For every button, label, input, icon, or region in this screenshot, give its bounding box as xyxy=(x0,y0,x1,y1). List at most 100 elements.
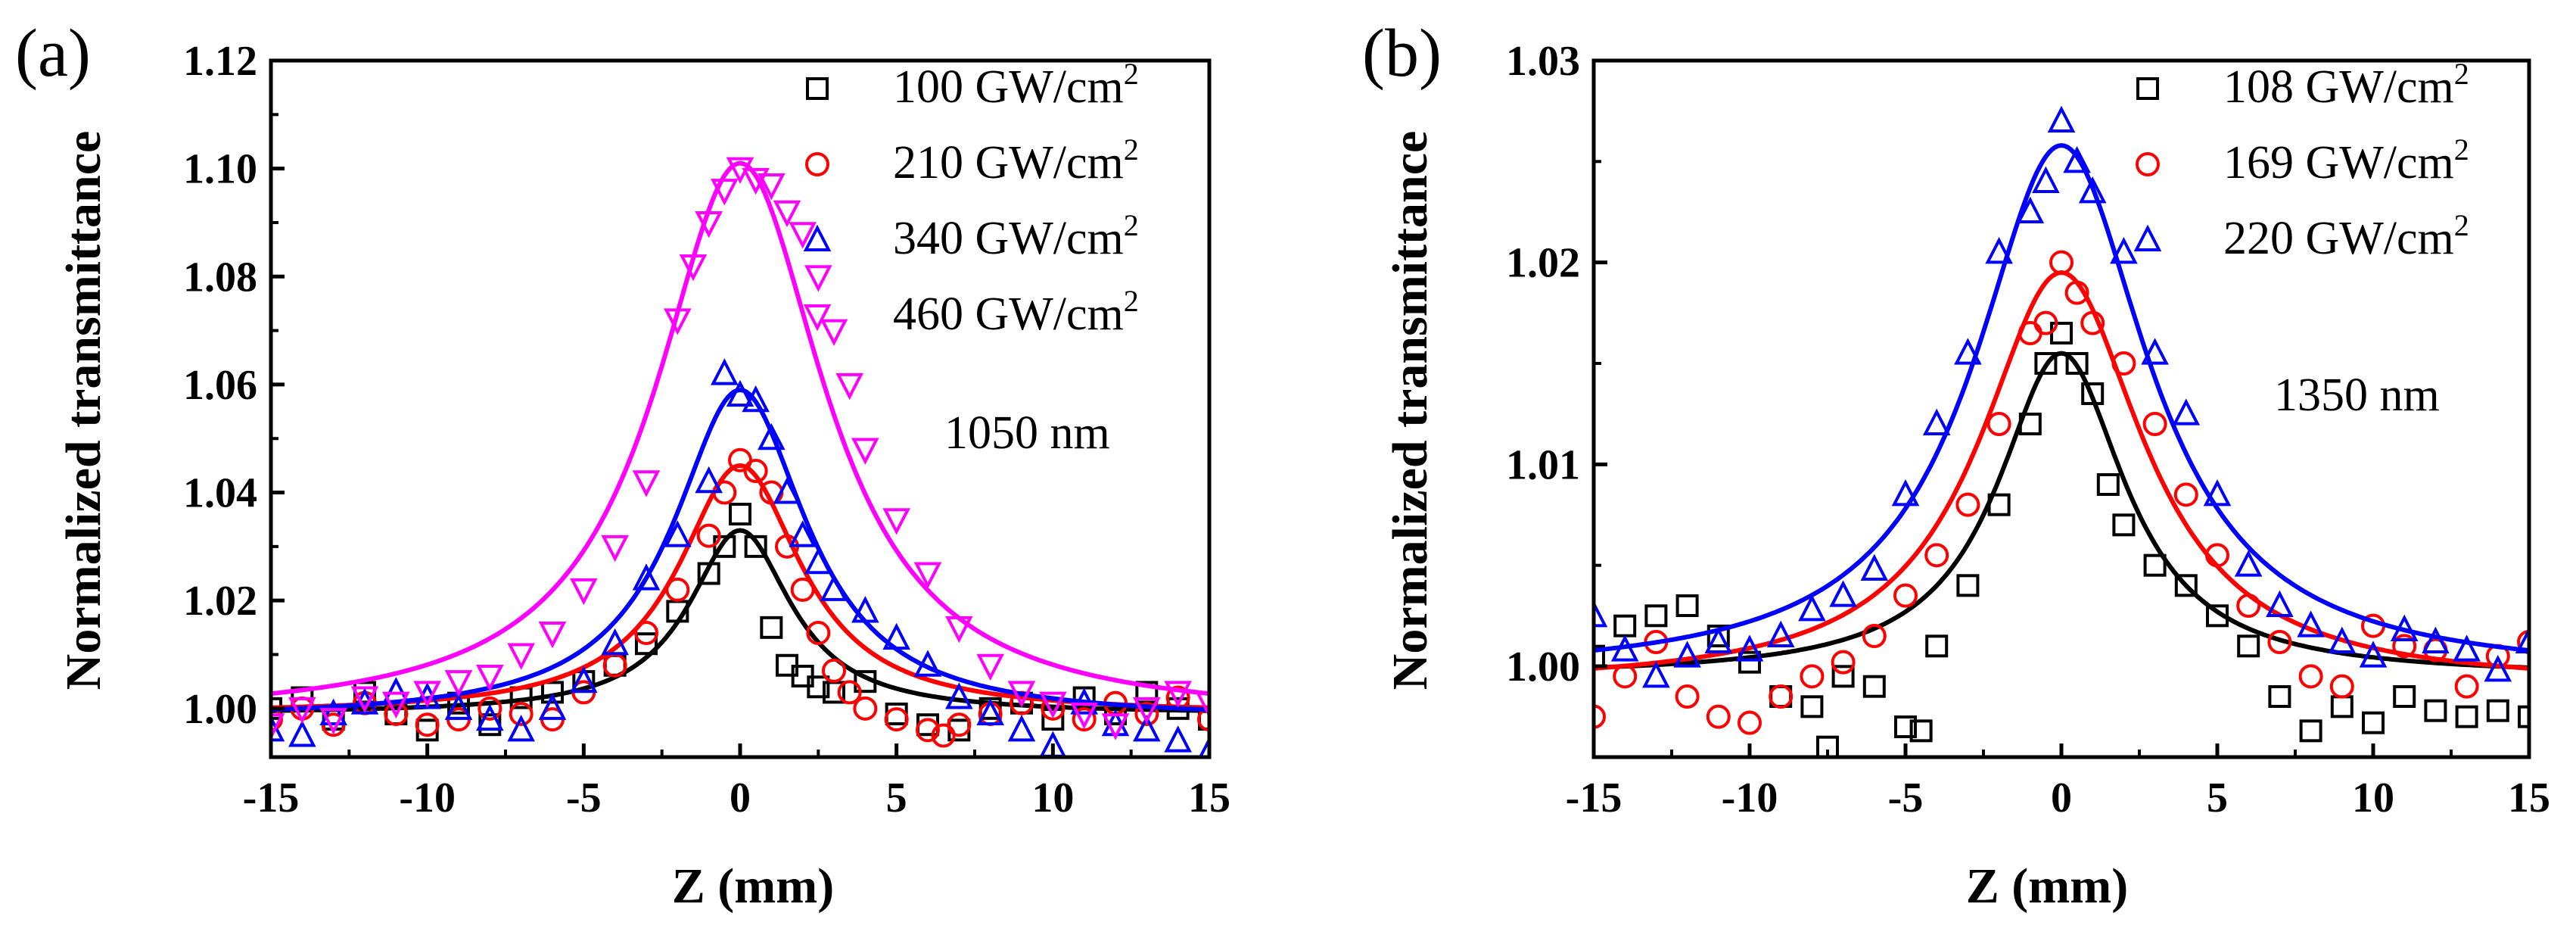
panel-b-point-169-10 xyxy=(1893,583,1918,608)
panel-a-fit-line-460 xyxy=(271,161,1209,697)
panel-a-xtick-label-1: -10 xyxy=(399,775,456,821)
panel-a-point-460-8 xyxy=(507,643,535,670)
panel-b-point-169-8 xyxy=(1831,650,1856,675)
panel-b-point-108-20 xyxy=(2065,352,2089,375)
panel-b-point-108-24 xyxy=(2143,553,2167,577)
panel-b-point-169-30 xyxy=(2454,674,2479,699)
panel-a-point-210-24 xyxy=(853,696,878,721)
panel-b-point-220-3 xyxy=(1673,641,1701,668)
panel-b-point-108-9 xyxy=(1831,665,1855,688)
panel-b-ylabel: Normalized transmittance xyxy=(1383,131,1438,690)
panel-a-point-210-7 xyxy=(478,696,502,721)
panel-a-point-210-17 xyxy=(743,459,768,484)
panel-a: (a) Normalized transmittance Z (mm) 1050… xyxy=(15,16,1230,914)
panel-b-label: (b) xyxy=(1362,16,1442,91)
panel-a-point-340-15 xyxy=(711,358,739,385)
panel-b-legend-label-169: 169 GW/cm2 xyxy=(2223,132,2469,189)
panel-a-point-460-28 xyxy=(945,616,973,644)
panel-a-ytick-label-1: 1.02 xyxy=(183,578,257,625)
panel-a-ytick-label-4: 1.08 xyxy=(183,254,257,301)
panel-a-point-460-33 xyxy=(1101,713,1130,740)
panel-a-xlabel: Z (mm) xyxy=(672,859,834,914)
panel-a-point-460-32 xyxy=(1070,702,1098,730)
panel-b-xtick-label-0: -15 xyxy=(1566,775,1622,821)
panel-b-point-220-12 xyxy=(1954,338,1982,365)
panel-a-point-340-25 xyxy=(913,650,942,677)
panel-a-point-210-32 xyxy=(1072,707,1097,732)
panel-a-point-210-20 xyxy=(790,577,815,602)
panel-a-point-210-26 xyxy=(916,718,940,743)
panel-b-point-169-20 xyxy=(2142,412,2167,436)
panel-b-xtick-label-2: -5 xyxy=(1888,775,1924,821)
panel-b-point-169-25 xyxy=(2298,664,2323,689)
panel-a-point-210-11 xyxy=(602,653,627,678)
panel-b-point-108-16 xyxy=(1987,493,2011,516)
panel-a-point-460-10 xyxy=(570,578,598,606)
panel-b-xtick-label-5: 10 xyxy=(2352,775,2394,821)
panel-b-fit-line-220 xyxy=(1594,142,2529,653)
panel-b-point-169-15 xyxy=(2033,310,2058,335)
panel-a-point-100-18 xyxy=(760,616,783,639)
panel-b-legend: 108 GW/cm2 169 GW/cm2 220 GW/cm2 xyxy=(2133,57,2469,264)
panel-b-point-169-5 xyxy=(1738,710,1762,735)
panel-b-annotation: 1350 nm xyxy=(2274,369,2440,421)
panel-b-point-220-25 xyxy=(2297,610,2325,637)
panel-a-point-460-25 xyxy=(851,438,879,465)
panel-a-point-460-34 xyxy=(1133,697,1161,725)
panel-a-point-100-29 xyxy=(1041,708,1065,731)
panel-b: (b) Normalized transmittance Z (mm) 1350… xyxy=(1362,16,2550,914)
panel-a-legend-marker-100 xyxy=(806,77,829,100)
panel-a-ytick-label-0: 1.00 xyxy=(183,686,257,733)
panel-a-point-100-23 xyxy=(854,670,877,694)
panel-b-xtick-label-4: 5 xyxy=(2207,775,2228,821)
panel-b-point-220-20 xyxy=(2141,338,2169,365)
panel-a-point-340-12 xyxy=(632,563,661,591)
panel-b-point-108-30 xyxy=(2330,695,2354,718)
panel-b-point-108-31 xyxy=(2362,711,2385,734)
panel-b-xtick-label-6: 15 xyxy=(2508,775,2550,821)
panel-a-point-340-10 xyxy=(570,665,598,694)
panel-a-point-460-12 xyxy=(632,470,661,497)
panel-a-ytick-label-6: 1.12 xyxy=(183,38,257,85)
panel-b-point-220-16 xyxy=(2047,105,2076,132)
panel-a-point-210-36 xyxy=(1197,707,1209,732)
panel-a-point-100-15 xyxy=(713,535,736,558)
panel-a-point-100-21 xyxy=(807,675,830,699)
panel-a-point-210-23 xyxy=(837,680,862,705)
panel-b-point-108-29 xyxy=(2299,719,2322,743)
panel-b-plot: -15 -10 -5 0 5 10 15 1.00 1.01 1.02 1.03 xyxy=(1506,38,2550,821)
panel-a-xtick-label-5: 10 xyxy=(1031,775,1074,821)
panel-b-point-220-10 xyxy=(1891,478,1920,507)
panel-b-point-220-11 xyxy=(1922,408,1951,435)
panel-b-point-169-7 xyxy=(1800,664,1825,689)
panel-b-point-169-6 xyxy=(1769,684,1794,709)
panel-b-point-169-32 xyxy=(2517,630,2529,654)
panel-b-point-220-22 xyxy=(2203,478,2232,507)
panel-a-point-460-27 xyxy=(913,562,942,589)
panel-b-point-169-13 xyxy=(1986,412,2011,436)
panel-b-point-220-6 xyxy=(1766,620,1795,647)
panel-b-point-220-9 xyxy=(1860,553,1889,581)
panel-a-point-340-28 xyxy=(1007,714,1036,742)
panel-b-point-108-25 xyxy=(2174,574,2198,597)
panel-b-point-220-31 xyxy=(2484,654,2512,682)
panel-a-point-460-7 xyxy=(476,665,504,692)
panel-a-legend-marker-460 xyxy=(803,304,832,332)
panel-a-legend-label-210: 210 GW/cm2 xyxy=(893,132,1139,189)
panel-a-point-100-17 xyxy=(744,535,767,558)
panel-b-point-169-4 xyxy=(1706,704,1731,729)
panel-a-xtick-label-6: 15 xyxy=(1188,775,1230,821)
panel-a-point-210-21 xyxy=(806,620,831,645)
panel-a-point-210-14 xyxy=(696,523,721,548)
panel-b-fit-line-108 xyxy=(1594,351,2529,670)
panel-b-ytick-label-1: 1.01 xyxy=(1506,441,1580,488)
panel-a-point-460-11 xyxy=(601,535,629,563)
panel-a-data xyxy=(271,157,1209,757)
panel-b-point-220-29 xyxy=(2422,626,2450,653)
panel-a-point-460-16 xyxy=(711,179,739,206)
panel-a-point-460-21 xyxy=(789,222,817,249)
panel-a-point-340-23 xyxy=(851,596,879,623)
panel-a-point-340-14 xyxy=(695,466,723,494)
panel-a-point-340-2 xyxy=(319,698,347,725)
